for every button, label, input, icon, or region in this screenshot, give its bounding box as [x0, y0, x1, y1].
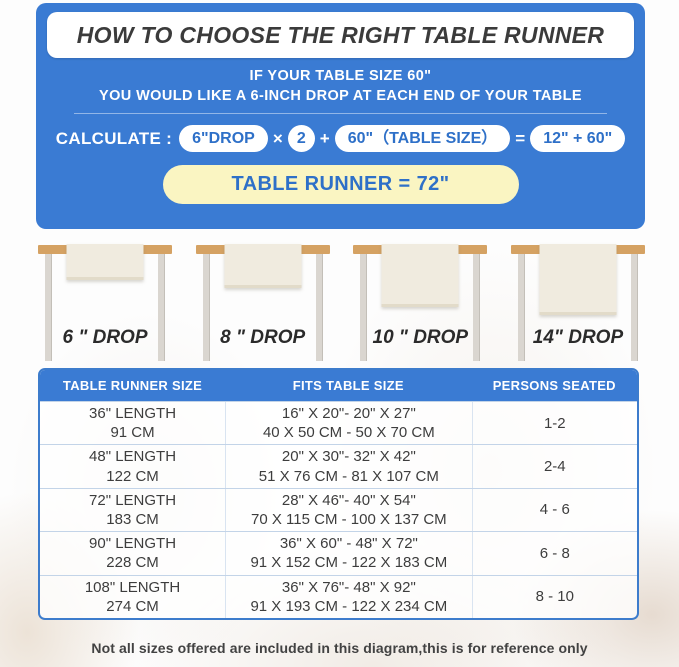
table-row: 48" LENGTH 122 CM 20" X 30"- 32" X 42" 5… [40, 444, 637, 488]
persons-count: 2-4 [543, 457, 566, 475]
persons-count: 8 - 10 [535, 588, 574, 606]
size-cm: 122 CM [106, 467, 159, 485]
fits-size-cell: 28" X 46"- 40" X 54" 70 X 115 CM - 100 X… [225, 488, 472, 532]
persons-count: 6 - 8 [539, 544, 570, 562]
fits-size-cell: 16" X 20"- 20" X 27" 40 X 50 CM - 50 X 7… [225, 402, 472, 445]
column-header-persons-seated: PERSONS SEATED [492, 378, 616, 393]
runner-size-cell: 72" LENGTH 183 CM [40, 489, 225, 531]
persons-count: 1-2 [543, 414, 566, 432]
drop-label: 6 " DROP [62, 327, 148, 348]
calculation-row: CALCULATE : 6"DROP × 2 + 60"（TABLE SIZE）… [36, 125, 645, 153]
size-reference-table: TABLE RUNNER SIZE FITS TABLE SIZE PERSON… [38, 368, 639, 620]
table-row: 72" LENGTH 183 CM 28" X 46"- 40" X 54" 7… [40, 487, 637, 532]
fits-inches: 36" X 76"- 48" X 92" [281, 578, 416, 596]
table-figure-10-drop: 10 " DROP [353, 243, 488, 365]
column-header-runner-size: TABLE RUNNER SIZE [62, 378, 203, 393]
equals-operator: = [515, 128, 526, 148]
fits-size-cell: 36" X 76"- 48" X 92" 91 X 193 CM - 122 X… [225, 575, 472, 618]
table-leg-left [45, 254, 52, 361]
drop-label: 10 " DROP [372, 327, 469, 348]
runner-size-cell: 108" LENGTH 274 CM [40, 576, 225, 618]
size-inches: 90" LENGTH [89, 535, 177, 553]
subtitle-line-2: YOU WOULD LIKE A 6-INCH DROP AT EACH END… [99, 88, 582, 104]
size-cm: 228 CM [106, 554, 159, 572]
banner-divider [74, 113, 607, 114]
table-leg-right [630, 254, 638, 361]
table-figure-8-drop: 8 " DROP [195, 243, 330, 365]
drop-label: 14" DROP [532, 327, 624, 348]
subtitle-line-1: IF YOUR TABLE SIZE 60" [249, 68, 432, 84]
size-cm: 91 CM [110, 424, 155, 442]
table-leg-left [360, 254, 368, 361]
fits-inches: 16" X 20"- 20" X 27" [281, 405, 416, 422]
drop-label: 8 " DROP [220, 327, 306, 348]
multiply-operator: × [272, 128, 283, 148]
fits-cm: 70 X 115 CM - 100 X 137 CM [251, 510, 447, 528]
plus-operator: + [319, 128, 330, 148]
drop-diagram: 6 " DROP 8 " DROP 10 " DROP 14" DROP [38, 243, 645, 365]
table-leg-right [473, 254, 481, 361]
fits-size-cell: 20" X 30"- 32" X 42" 51 X 76 CM - 81 X 1… [225, 445, 472, 488]
runner-size-cell: 90" LENGTH 228 CM [40, 532, 225, 574]
header-banner: HOW TO CHOOSE THE RIGHT TABLE RUNNER IF … [36, 3, 645, 229]
fits-cm: 91 X 152 CM - 122 X 183 CM [250, 554, 448, 572]
size-cm: 183 CM [106, 510, 159, 528]
table-header-row: TABLE RUNNER SIZE FITS TABLE SIZE PERSON… [40, 370, 637, 401]
persons-cell: 2-4 [471, 445, 637, 488]
table-row: 90" LENGTH 228 CM 36" X 60" - 48" X 72" … [40, 531, 637, 575]
persons-cell: 8 - 10 [471, 575, 637, 618]
size-inches: 108" LENGTH [84, 578, 181, 596]
fits-size-cell: 36" X 60" - 48" X 72" 91 X 152 CM - 122 … [225, 532, 472, 575]
sum-value-pill: 12" + 60" [530, 125, 626, 153]
table-leg-right [158, 254, 165, 361]
disclaimer-footnote: Not all sizes offered are included in th… [91, 640, 588, 656]
table-leg-left [517, 254, 525, 361]
calculate-label: CALCULATE : [55, 128, 173, 148]
runner-size-cell: 48" LENGTH 122 CM [40, 445, 225, 487]
column-header-fits-table-size: FITS TABLE SIZE [292, 378, 404, 393]
persons-count: 4 - 6 [539, 501, 570, 519]
size-inches: 36" LENGTH [89, 405, 177, 422]
table-leg-right [315, 254, 323, 361]
table-figure-6-drop: 6 " DROP [38, 243, 172, 365]
persons-cell: 1-2 [471, 402, 637, 445]
fits-cm: 51 X 76 CM - 81 X 107 CM [258, 467, 439, 485]
drop-value-pill: 6"DROP [179, 125, 268, 153]
fits-cm: 40 X 50 CM - 50 X 70 CM [262, 424, 435, 442]
table-figure-14-drop: 14" DROP [510, 243, 645, 365]
table-row: 108" LENGTH 274 CM 36" X 76"- 48" X 92" … [40, 574, 637, 618]
fits-inches: 36" X 60" - 48" X 72" [279, 535, 418, 553]
two-value-pill: 2 [287, 125, 315, 153]
size-inches: 48" LENGTH [89, 448, 177, 466]
table-runner-graphic [381, 244, 459, 307]
table-row: 36" LENGTH 91 CM 16" X 20"- 20" X 27" 40… [40, 401, 637, 445]
runner-size-cell: 36" LENGTH 91 CM [40, 402, 225, 444]
table-leg-left [202, 254, 210, 361]
table-runner-graphic [539, 244, 617, 315]
table-runner-graphic [66, 244, 144, 280]
table-runner-result-pill: TABLE RUNNER = 72" [162, 165, 519, 205]
fits-inches: 20" X 30"- 32" X 42" [281, 448, 416, 466]
table-runner-graphic [224, 244, 302, 288]
size-inches: 72" LENGTH [89, 491, 177, 509]
fits-inches: 28" X 46"- 40" X 54" [281, 491, 416, 509]
page-title: HOW TO CHOOSE THE RIGHT TABLE RUNNER [76, 21, 605, 48]
persons-cell: 4 - 6 [471, 488, 637, 532]
table-size-pill: 60"（TABLE SIZE） [334, 125, 511, 153]
title-box: HOW TO CHOOSE THE RIGHT TABLE RUNNER [47, 12, 634, 58]
fits-cm: 91 X 193 CM - 122 X 234 CM [250, 597, 448, 615]
persons-cell: 6 - 8 [471, 532, 637, 575]
size-cm: 274 CM [106, 597, 159, 615]
